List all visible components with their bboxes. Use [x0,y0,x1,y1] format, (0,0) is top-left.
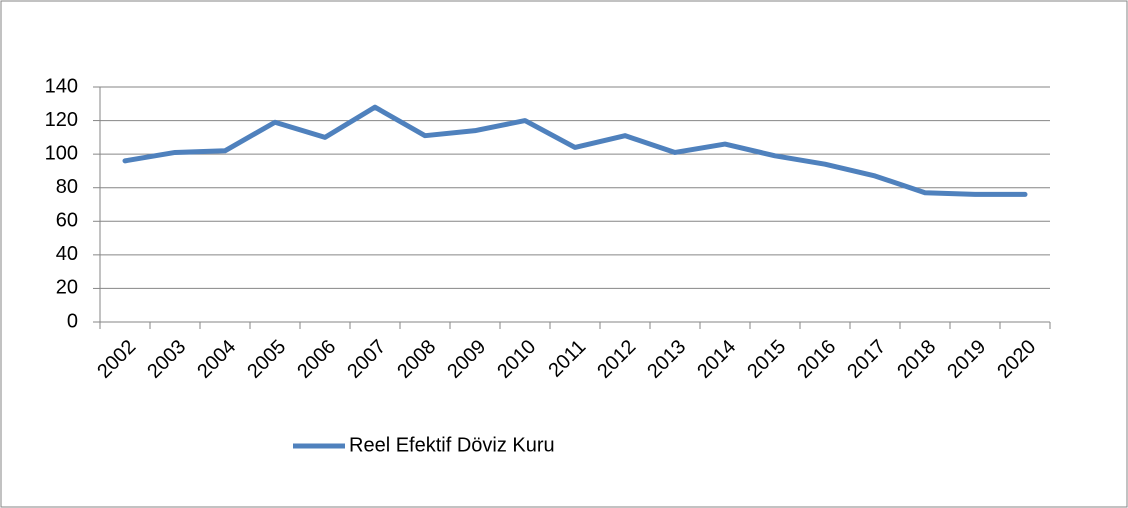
y-tick-label: 20 [56,277,78,299]
y-tick-label: 120 [45,109,78,131]
y-tick-label: 40 [56,243,78,265]
data-line [122,104,1028,197]
legend-label: Reel Efektif Döviz Kuru [349,434,555,456]
y-tick-label: 80 [56,176,78,198]
y-tick-label: 140 [45,75,78,97]
y-tick-label: 0 [67,310,78,332]
y-tick-label: 60 [56,210,78,232]
y-tick-label: 100 [45,142,78,164]
